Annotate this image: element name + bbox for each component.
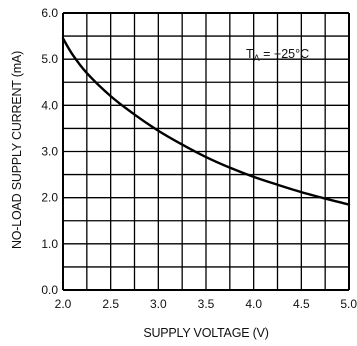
y-tick-label: 5.0 bbox=[41, 52, 58, 66]
y-tick-label: 3.0 bbox=[41, 145, 58, 159]
x-tick-label: 3.5 bbox=[198, 297, 215, 311]
x-tick-label: 4.0 bbox=[245, 297, 262, 311]
current-curve bbox=[61, 37, 351, 206]
annotation-base: T bbox=[246, 47, 254, 61]
y-tick-label: 6.0 bbox=[41, 6, 58, 20]
x-tick-label: 4.5 bbox=[293, 297, 310, 311]
x-tick-label: 2.5 bbox=[102, 297, 119, 311]
annotation-rest: = +25°C bbox=[260, 47, 309, 61]
y-tick-label: 2.0 bbox=[41, 191, 58, 205]
y-axis-label: NO-LOAD SUPPLY CURRENT (mA) bbox=[10, 51, 24, 249]
y-tick-label: 1.0 bbox=[41, 237, 58, 251]
y-tick-label: 0.0 bbox=[41, 283, 58, 297]
annotation-subscript: A bbox=[254, 53, 260, 63]
x-axis-label: SUPPLY VOLTAGE (V) bbox=[143, 326, 268, 340]
x-tick-label: 2.0 bbox=[55, 297, 72, 311]
x-tick-label: 3.0 bbox=[150, 297, 167, 311]
x-tick-label: 5.0 bbox=[340, 297, 357, 311]
y-tick-label: 4.0 bbox=[41, 98, 58, 112]
y-tick-labels: 0.0 1.0 2.0 3.0 4.0 5.0 6.0 bbox=[41, 6, 58, 297]
x-tick-labels: 2.0 2.5 3.0 3.5 4.0 4.5 5.0 bbox=[55, 297, 357, 311]
grid bbox=[62, 12, 350, 291]
temperature-annotation: TA = +25°C bbox=[246, 47, 309, 63]
